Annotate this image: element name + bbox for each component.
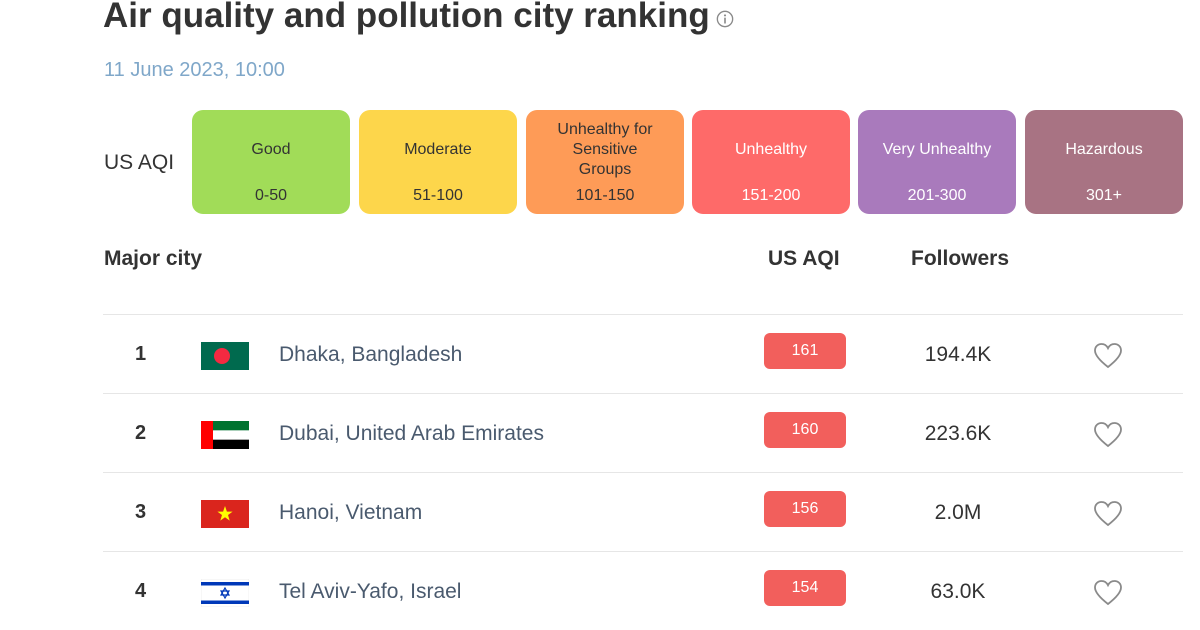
city-name[interactable]: Dubai, United Arab Emirates: [279, 422, 544, 445]
table-row[interactable]: 4 Tel Aviv-Yafo, Israel 154 63.0K: [103, 551, 1183, 630]
vietnam-flag-icon: [201, 500, 249, 528]
legend-good: Good 0-50: [192, 110, 350, 214]
city-name[interactable]: Tel Aviv-Yafo, Israel: [279, 580, 462, 603]
legend-name: Hazardous: [1065, 141, 1143, 158]
legend-name: Very Unhealthy: [882, 141, 992, 158]
table-row[interactable]: 1 Dhaka, Bangladesh 161 194.4K: [103, 314, 1183, 393]
city-name[interactable]: Hanoi, Vietnam: [279, 501, 423, 524]
aqi-badge: 156: [764, 491, 846, 527]
aqi-badge: 154: [764, 570, 846, 606]
legend-range: 201-300: [907, 187, 967, 204]
uae-flag-icon: [201, 421, 249, 449]
column-header-followers[interactable]: Followers: [911, 247, 1010, 270]
table-row[interactable]: 3 Hanoi, Vietnam 156 2.0M: [103, 472, 1183, 551]
legend-range: 51-100: [413, 187, 463, 204]
followers-count: 2.0M: [934, 501, 982, 524]
rank: 3: [135, 501, 147, 523]
aqi-legend: Good 0-50 Moderate 51-100 Unhealthy for …: [192, 110, 1183, 214]
legend-moderate: Moderate 51-100: [359, 110, 517, 214]
info-icon[interactable]: [716, 10, 734, 28]
legend-range: 0-50: [254, 187, 288, 204]
followers-count: 63.0K: [930, 580, 986, 603]
timestamp: 11 June 2023, 10:00: [104, 59, 285, 81]
ranking-table: 1 Dhaka, Bangladesh 161 194.4K 2 Dubai, …: [103, 314, 1183, 630]
column-header-city[interactable]: Major city: [104, 247, 203, 270]
rank: 1: [135, 343, 147, 365]
legend-name: Good: [251, 141, 291, 158]
heart-icon[interactable]: [1093, 342, 1123, 370]
legend-unhealthy: Unhealthy 151-200: [692, 110, 850, 214]
followers-count: 194.4K: [924, 343, 992, 366]
aqi-badge: 161: [764, 333, 846, 369]
legend-label: US AQI: [104, 151, 175, 174]
legend-very-unhealthy: Very Unhealthy 201-300: [858, 110, 1016, 214]
rank: 2: [135, 422, 147, 444]
rank: 4: [135, 580, 147, 602]
legend-unhealthy-sensitive: Unhealthy for Sensitive Groups 101-150: [526, 110, 684, 214]
legend-range: 301+: [1085, 187, 1123, 204]
legend-hazardous: Hazardous 301+: [1025, 110, 1183, 214]
column-header-aqi[interactable]: US AQI: [768, 247, 840, 270]
legend-range: 151-200: [741, 187, 801, 204]
aqi-badge: 160: [764, 412, 846, 448]
page-title: Air quality and pollution city ranking: [103, 0, 734, 36]
heart-icon[interactable]: [1093, 421, 1123, 449]
israel-flag-icon: [201, 579, 249, 607]
city-name[interactable]: Dhaka, Bangladesh: [279, 343, 463, 366]
heart-icon[interactable]: [1093, 579, 1123, 607]
bangladesh-flag-icon: [201, 342, 249, 370]
followers-count: 223.6K: [924, 422, 992, 445]
legend-name: Moderate: [404, 141, 472, 158]
legend-range: 101-150: [575, 187, 635, 204]
legend-name: Unhealthy: [734, 141, 808, 158]
page-title-text: Air quality and pollution city ranking: [103, 0, 710, 35]
legend-name: Unhealthy for Sensitive Groups: [557, 121, 653, 178]
heart-icon[interactable]: [1093, 500, 1123, 528]
table-row[interactable]: 2 Dubai, United Arab Emirates 160 223.6K: [103, 393, 1183, 472]
